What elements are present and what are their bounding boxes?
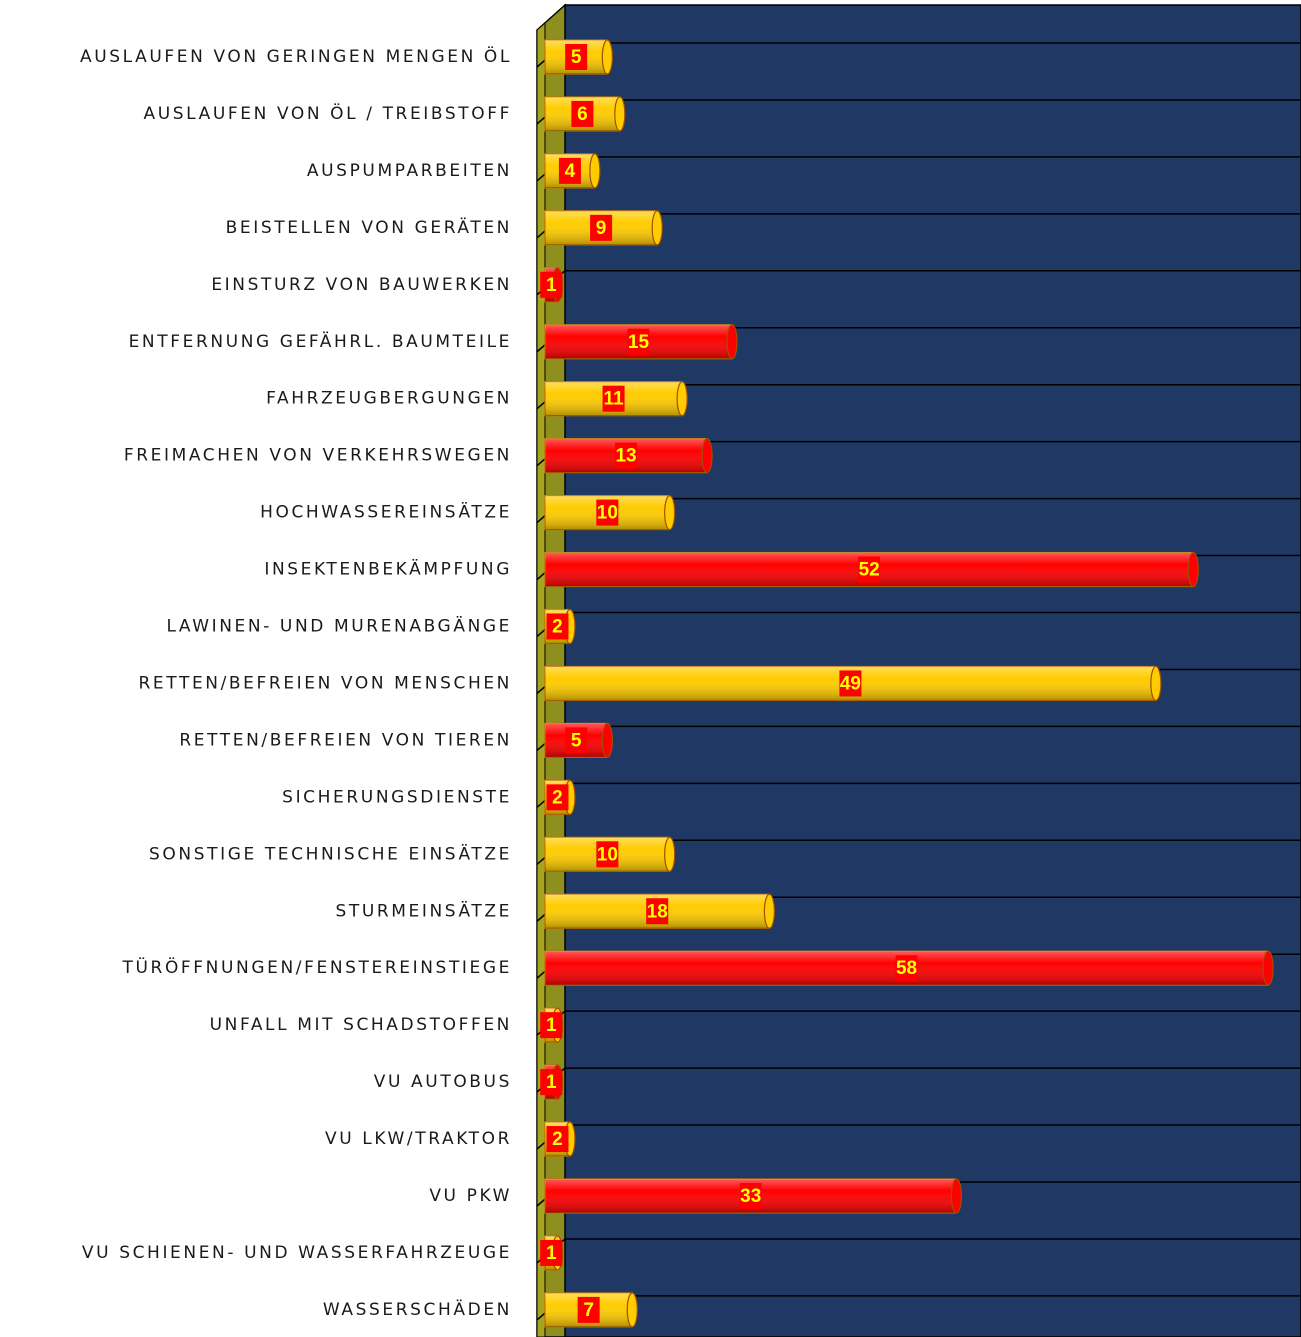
value-label-box — [546, 613, 569, 640]
value-label-box — [596, 841, 619, 868]
value-label-box — [615, 442, 638, 469]
category-label: SICHERUNGSDIENSTE — [282, 787, 512, 807]
value-label-box — [565, 727, 588, 754]
value-label-box — [839, 670, 862, 697]
value-label: 1 — [546, 1243, 557, 1264]
value-label-box — [739, 1183, 762, 1209]
category-label: SONSTIGE TECHNISCHE EINSÄTZE — [149, 843, 512, 864]
category-label: HOCHWASSEREINSÄTZE — [260, 502, 512, 523]
value-label-box — [565, 44, 588, 70]
category-label: EINSTURZ VON BAUWERKEN — [211, 275, 512, 295]
value-label-box — [571, 100, 594, 127]
category-label: VU LKW/TRAKTOR — [325, 1129, 512, 1149]
category-label: AUSLAUFEN VON GERINGEN MENGEN ÖL — [80, 45, 512, 67]
value-label: 2 — [552, 1129, 563, 1150]
bar-cap — [701, 438, 713, 474]
bar-cap — [1187, 551, 1199, 588]
value-label: 18 — [647, 901, 668, 922]
bar-cap — [676, 381, 688, 417]
value-label: 33 — [740, 1186, 761, 1207]
side-wall-front — [536, 21, 546, 1337]
value-label: 13 — [615, 446, 636, 467]
category-label: FAHRZEUGBERGUNGEN — [266, 389, 512, 409]
value-label-box — [577, 1296, 600, 1323]
bar-cap — [664, 836, 676, 872]
bar-cap — [601, 722, 613, 759]
value-label: 49 — [840, 673, 861, 694]
category-label: AUSLAUFEN VON ÖL / TREIBSTOFF — [144, 102, 512, 124]
bar-cap — [763, 893, 776, 929]
value-label-box — [858, 556, 881, 583]
category-label: WASSERSCHÄDEN — [323, 1299, 512, 1320]
category-label: STURMEINSÄTZE — [335, 900, 512, 921]
category-label: FREIMACHEN VON VERKEHRSWEGEN — [124, 446, 512, 466]
value-label-box — [546, 1126, 569, 1153]
category-label: VU AUTOBUS — [374, 1072, 512, 1092]
value-label: 6 — [577, 104, 588, 125]
category-label: AUSPUMPARBEITEN — [307, 161, 512, 181]
value-label: 2 — [552, 787, 563, 808]
value-label: 5 — [571, 730, 582, 751]
value-label-box — [558, 157, 581, 184]
value-label-box — [895, 955, 918, 982]
value-label: 9 — [596, 218, 607, 239]
value-label: 4 — [565, 161, 576, 182]
category-label: INSEKTENBEKÄMPFUNG — [264, 559, 512, 580]
value-label-box — [602, 385, 625, 412]
value-label: 1 — [546, 1015, 557, 1036]
value-label-box — [596, 499, 619, 526]
bar-cap — [1150, 665, 1162, 702]
category-label: ENTFERNUNG GEFÄHRL. BAUMTEILE — [129, 331, 512, 352]
value-label-box — [646, 898, 669, 925]
value-label: 1 — [546, 1072, 557, 1093]
value-label-box — [590, 214, 613, 241]
value-label-box — [627, 328, 650, 355]
bar-cap — [651, 210, 663, 246]
category-label: UNFALL MIT SCHADSTOFFEN — [210, 1015, 512, 1035]
bar-cap — [664, 494, 676, 531]
value-label: 10 — [597, 503, 618, 524]
category-label: RETTEN/BEFREIEN VON TIEREN — [179, 730, 512, 750]
value-label-box — [540, 1012, 563, 1039]
value-label: 7 — [583, 1300, 594, 1321]
category-label: LAWINEN- UND MURENABGÄNGE — [166, 616, 512, 637]
value-label-box — [540, 1069, 563, 1096]
category-label: VU PKW — [429, 1186, 512, 1206]
value-label-box — [540, 1239, 563, 1266]
value-label: 11 — [604, 389, 625, 410]
value-label-box — [546, 784, 569, 811]
bar-cap — [950, 1178, 963, 1214]
value-label: 10 — [597, 844, 618, 865]
category-label: BEISTELLEN VON GERÄTEN — [226, 217, 512, 238]
value-label: 2 — [552, 617, 563, 638]
bar-cap — [614, 96, 626, 132]
value-label: 52 — [859, 560, 880, 581]
bar-cap — [589, 153, 601, 189]
bar-cap — [626, 1292, 638, 1328]
value-label-box — [540, 271, 563, 298]
value-label: 15 — [628, 332, 650, 353]
bar-cap — [726, 324, 738, 360]
value-label: 5 — [571, 47, 582, 68]
category-label: RETTEN/BEFREIEN VON MENSCHEN — [139, 673, 512, 693]
category-label: TÜRÖFFNUNGEN/FENSTEREINSTIEGE — [122, 956, 513, 978]
value-label: 58 — [896, 958, 917, 979]
value-label: 1 — [546, 275, 557, 296]
category-label: VU SCHIENEN- UND WASSERFAHRZEUGE — [82, 1243, 512, 1263]
bar-cap — [1262, 950, 1274, 986]
bar-cap — [601, 39, 613, 75]
